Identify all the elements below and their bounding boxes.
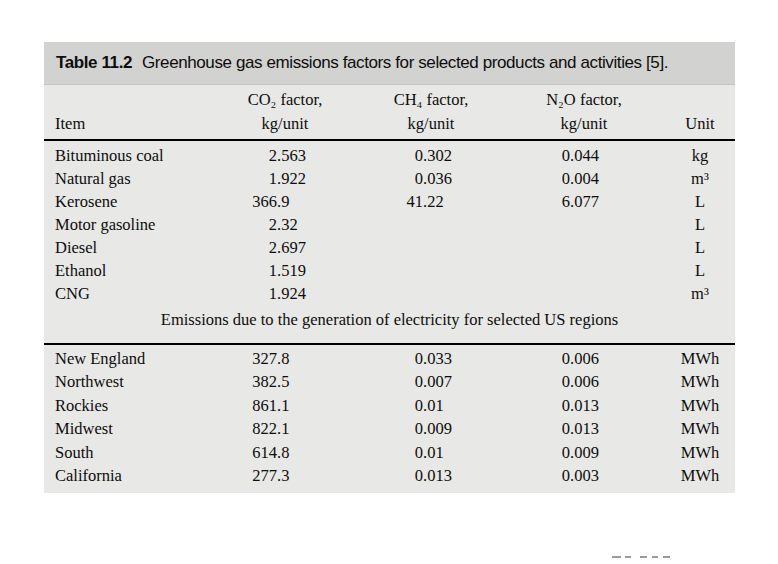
column-header-ch4-factor: CH₄ factor,: [351, 90, 511, 110]
item-cell: California: [55, 466, 122, 486]
ch4-cell: 0.009: [333, 419, 493, 439]
co2-cell: 327.8: [187, 349, 347, 369]
co2-cell: 1.922: [187, 169, 347, 189]
co2-cell: 1.924: [187, 284, 347, 304]
table-number-label: Table 11.2: [56, 53, 132, 73]
column-header-co2-unit: kg/unit: [205, 114, 365, 134]
item-cell: Midwest: [55, 419, 113, 439]
table-row: California277.30.0130.003MWh: [44, 466, 735, 489]
unit-cell: MWh: [650, 372, 750, 392]
unit-cell: m³: [650, 169, 750, 189]
table-row: Natural gas1.9220.0360.004m³: [44, 169, 735, 192]
ch4-cell: 0.007: [333, 372, 493, 392]
n2o-cell: 0.006: [480, 349, 640, 369]
clipped-text-fragment: [652, 556, 658, 558]
n2o-cell: 0.009: [480, 443, 640, 463]
table-row: Rockies861.10.010.013MWh: [44, 396, 735, 419]
table-panel: Table 11.2 Greenhouse gas emissions fact…: [44, 42, 735, 493]
item-cell: New England: [55, 349, 145, 369]
column-header-ch4-unit: kg/unit: [351, 114, 511, 134]
item-cell: Ethanol: [55, 261, 106, 281]
column-header-n2o-factor: N₂O factor,: [504, 90, 664, 110]
ch4-cell: 0.013: [333, 466, 493, 486]
item-cell: Bituminous coal: [55, 146, 164, 166]
item-cell: Motor gasoline: [55, 215, 155, 235]
unit-cell: m³: [650, 284, 750, 304]
column-header-unit: Unit: [650, 114, 750, 134]
unit-cell: MWh: [650, 396, 750, 416]
table-row: New England327.80.0330.006MWh: [44, 349, 735, 372]
co2-cell: 614.8: [187, 443, 347, 463]
ch4-cell: 0.302: [333, 146, 493, 166]
unit-cell: kg: [650, 146, 750, 166]
item-cell: Diesel: [55, 238, 97, 258]
electricity-section-note: Emissions due to the generation of elect…: [44, 310, 735, 330]
table-row: South614.80.010.009MWh: [44, 443, 735, 466]
unit-cell: MWh: [650, 443, 750, 463]
item-cell: South: [55, 443, 94, 463]
co2-cell: 2.563: [187, 146, 347, 166]
co2-cell: 2.32: [187, 215, 347, 235]
n2o-cell: 0.013: [480, 419, 640, 439]
n2o-cell: 0.006: [480, 372, 640, 392]
clipped-text-fragment: [663, 556, 670, 558]
n2o-cell: 6.077: [480, 192, 640, 212]
co2-cell: 822.1: [187, 419, 347, 439]
clipped-text-fragment: [612, 556, 621, 558]
region-rows-section: New England327.80.0330.006MWhNorthwest38…: [44, 349, 735, 489]
table-row: Kerosene366.941.226.077L: [44, 192, 735, 215]
clipped-text-fragment: [625, 556, 631, 558]
table-row: Northwest382.50.0070.006MWh: [44, 372, 735, 395]
table-caption-text: Greenhouse gas emissions factors for sel…: [142, 53, 668, 73]
unit-cell: L: [650, 215, 750, 235]
n2o-cell: 0.013: [480, 396, 640, 416]
table-row: Motor gasoline2.32L: [44, 215, 735, 238]
item-cell: Kerosene: [55, 192, 117, 212]
unit-cell: MWh: [650, 419, 750, 439]
ch4-cell: 0.01: [333, 396, 493, 416]
table-caption-band: Table 11.2 Greenhouse gas emissions fact…: [44, 42, 735, 85]
ch4-cell: 41.22: [333, 192, 493, 212]
n2o-cell: 0.004: [480, 169, 640, 189]
n2o-cell: 0.003: [480, 466, 640, 486]
regions-separator-rule: [44, 343, 735, 345]
unit-cell: L: [650, 238, 750, 258]
co2-cell: 382.5: [187, 372, 347, 392]
column-header-co2-factor: CO₂ factor,: [205, 90, 365, 110]
n2o-cell: 0.044: [480, 146, 640, 166]
column-header-n2o-unit: kg/unit: [504, 114, 664, 134]
unit-cell: MWh: [650, 466, 750, 486]
column-header-item: Item: [55, 114, 85, 134]
table-row: Bituminous coal2.5630.3020.044kg: [44, 146, 735, 169]
unit-cell: L: [650, 192, 750, 212]
item-cell: Rockies: [55, 396, 108, 416]
co2-cell: 2.697: [187, 238, 347, 258]
fuel-rows-section: Bituminous coal2.5630.3020.044kgNatural …: [44, 146, 735, 308]
unit-cell: MWh: [650, 349, 750, 369]
co2-cell: 366.9: [187, 192, 347, 212]
ch4-cell: 0.036: [333, 169, 493, 189]
co2-cell: 277.3: [187, 466, 347, 486]
ch4-cell: 0.01: [333, 443, 493, 463]
unit-cell: L: [650, 261, 750, 281]
table-row: Midwest822.10.0090.013MWh: [44, 419, 735, 442]
co2-cell: 861.1: [187, 396, 347, 416]
item-cell: Northwest: [55, 372, 124, 392]
item-cell: Natural gas: [55, 169, 131, 189]
table-row: Ethanol1.519L: [44, 261, 735, 284]
table-row: CNG1.924m³: [44, 284, 735, 307]
table-row: Diesel2.697L: [44, 238, 735, 261]
ch4-cell: 0.033: [333, 349, 493, 369]
item-cell: CNG: [55, 284, 90, 304]
clipped-text-fragment: [640, 556, 647, 558]
header-separator-rule: [44, 139, 735, 141]
co2-cell: 1.519: [187, 261, 347, 281]
